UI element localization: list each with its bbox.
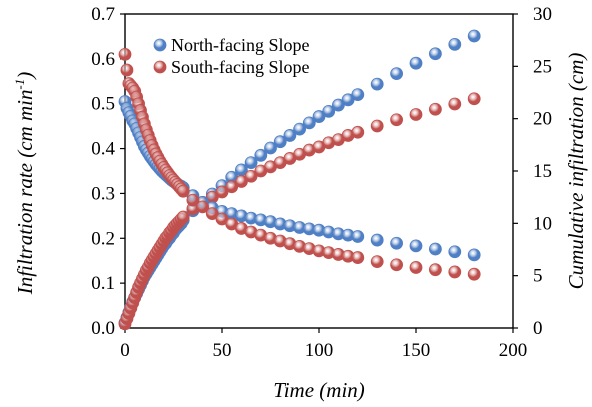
rate-point [448, 265, 462, 279]
cumulative-point [283, 129, 297, 142]
y-left-tick-label: 0.5 [91, 94, 115, 115]
rate-point [186, 193, 200, 207]
cumulative-point [215, 185, 229, 199]
rate-point [390, 236, 404, 250]
cumulative-point [448, 37, 462, 51]
y-left-tick-label: 0.7 [91, 4, 115, 25]
rate-point [120, 63, 134, 77]
rate-point [351, 251, 365, 264]
legend-label: North-facing Slope [171, 35, 309, 55]
cumulative-point [293, 122, 307, 136]
cumulative-point [467, 29, 481, 43]
cumulative-point [244, 156, 258, 170]
rate-point [428, 263, 442, 277]
y-right-tick-label: 30 [533, 4, 552, 25]
y-right-tick-label: 0 [533, 318, 543, 339]
x-axis-title: Time (min) [273, 378, 365, 402]
cumulative-point [351, 125, 365, 139]
data-points [118, 29, 481, 331]
cumulative-point [234, 175, 248, 188]
rate-point [118, 47, 132, 61]
cumulative-point [225, 180, 239, 194]
rate-point [448, 245, 462, 259]
y-right-tick-label: 25 [533, 56, 552, 77]
y-left-tick-label: 0.2 [91, 228, 115, 249]
cumulative-point [390, 67, 404, 81]
y-axis-left-title-close: ) [13, 72, 37, 80]
cumulative-point [341, 93, 355, 107]
cumulative-point [370, 77, 384, 91]
rate-point [370, 233, 384, 247]
cumulative-point [264, 141, 277, 155]
y-right-tick-label: 15 [533, 161, 552, 182]
cumulative-point [409, 108, 423, 121]
y-axis-left-title-main: Infiltration rate (cm min [13, 90, 37, 296]
axis-titles: Time (min) Infiltration rate (cm min-1) … [12, 53, 588, 402]
cumulative-point [370, 119, 384, 133]
rate-point [176, 184, 190, 198]
cumulative-point [254, 148, 268, 162]
rate-point [467, 248, 481, 262]
y-left-tick-label: 0.4 [91, 139, 115, 160]
y-left-tick-label: 0.1 [91, 273, 115, 294]
cumulative-point [312, 110, 326, 123]
cumulative-point [467, 92, 481, 106]
y-axis-right-title: Cumulative infiltration (cm) [564, 53, 588, 290]
rate-point [409, 261, 423, 274]
y-left-tick-label: 0.0 [91, 318, 115, 339]
cumulative-point [331, 98, 345, 112]
cumulative-point [273, 135, 287, 149]
cumulative-point [302, 116, 316, 130]
tick-labels: 0 50 100 150 200 0.0 0.1 0.2 0.3 0.4 0.5 0.6 0.7 0 5 10… [91, 4, 552, 361]
rate-point [409, 239, 423, 253]
y-right-tick-label: 5 [533, 266, 543, 287]
cumulative-point [409, 56, 423, 70]
rate-point [467, 267, 481, 281]
legend-label: South-facing Slope [171, 57, 309, 77]
cumulative-point [448, 97, 462, 111]
rate-point [351, 230, 365, 243]
y-right-tick-label: 20 [533, 109, 552, 130]
rate-point [390, 258, 404, 272]
x-tick-label: 200 [499, 340, 528, 361]
legend-marker [153, 38, 167, 52]
x-tick-label: 150 [402, 340, 431, 361]
cumulative-point [322, 104, 336, 118]
rate-point [370, 255, 384, 269]
rate-point [428, 242, 442, 256]
cumulative-point [390, 113, 404, 127]
x-tick-label: 100 [305, 340, 334, 361]
x-tick-label: 50 [213, 340, 232, 361]
legend-marker [153, 60, 167, 74]
rate-point [205, 207, 219, 221]
y-left-tick-label: 0.3 [91, 183, 115, 204]
cumulative-point [351, 88, 365, 101]
rate-point [196, 200, 210, 214]
x-tick-label: 0 [120, 340, 130, 361]
y-right-tick-label: 10 [533, 213, 552, 234]
cumulative-point [176, 210, 190, 224]
cumulative-point [428, 102, 442, 116]
y-axis-left-title: Infiltration rate (cm min-1) [12, 72, 37, 296]
y-axis-left-title-superscript: -1 [12, 79, 27, 90]
y-left-tick-label: 0.6 [91, 49, 115, 70]
cumulative-point [244, 169, 258, 183]
cumulative-point [428, 47, 442, 61]
